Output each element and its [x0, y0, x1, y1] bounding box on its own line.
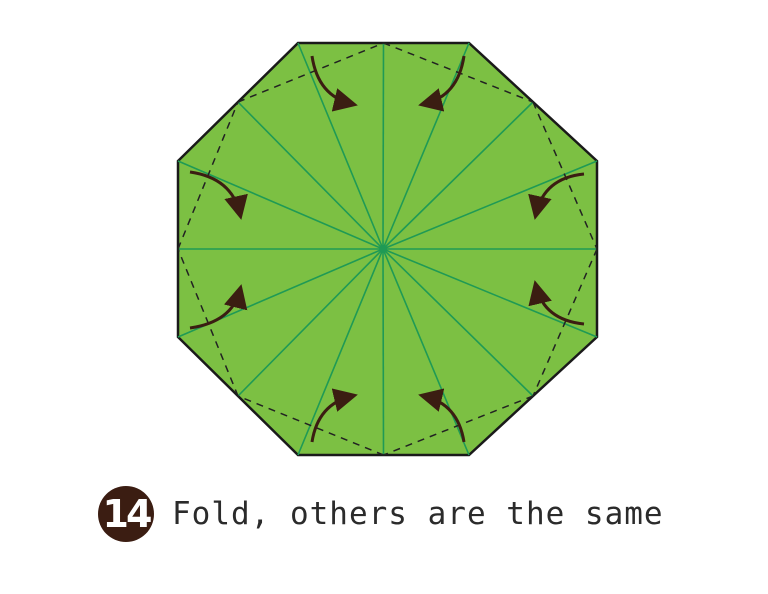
crease-line: [382, 101, 534, 250]
crease-line: [297, 42, 384, 250]
crease-lines: [177, 42, 598, 456]
crease-line: [297, 248, 384, 456]
step-instruction: Fold, others are the same: [172, 496, 664, 532]
curved-fold-arrow-icon: [189, 170, 248, 220]
crease-line: [382, 248, 534, 397]
step-number-badge: 14: [98, 486, 154, 542]
dashed-fold-line: [532, 101, 598, 250]
curved-fold-arrow-icon: [418, 55, 466, 112]
center-point: [379, 245, 387, 253]
curved-fold-arrow-icon: [528, 280, 585, 326]
step-caption: 14 Fold, others are the same: [98, 484, 664, 544]
curved-fold-arrow-icon: [310, 55, 358, 112]
curved-fold-arrow-icon: [189, 284, 248, 330]
dashed-fold-line: [237, 395, 384, 456]
curved-fold-arrow-icon: [528, 172, 585, 220]
crease-line: [237, 101, 384, 250]
crease-line: [382, 248, 385, 456]
dashed-fold-lines: [177, 42, 598, 456]
crease-line: [382, 160, 598, 250]
crease-line: [237, 248, 384, 397]
curved-fold-arrow-icon: [418, 388, 466, 443]
crease-line: [382, 42, 385, 250]
dashed-fold-line: [237, 42, 384, 103]
crease-line: [382, 42, 470, 250]
dashed-fold-line: [532, 248, 598, 397]
curved-fold-arrow-icon: [310, 388, 358, 443]
crease-line: [382, 248, 598, 338]
fold-arrows: [189, 55, 585, 443]
crease-line: [382, 248, 470, 456]
crease-line: [177, 160, 384, 250]
